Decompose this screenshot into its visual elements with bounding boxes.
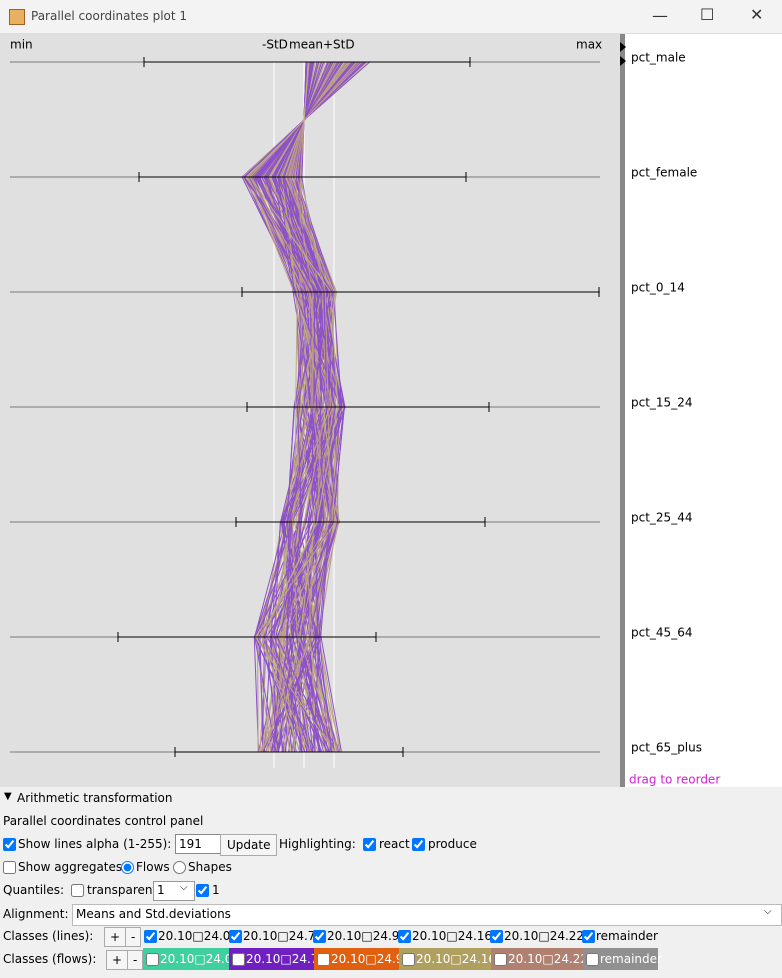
profile-line [272,61,345,753]
remove-class-button[interactable]: - [127,950,144,970]
remove-class-button[interactable]: - [125,927,142,947]
reorder-hint: drag to reorder [629,773,720,787]
class-flow-swatch [399,948,491,970]
update-button[interactable]: Update [220,834,278,856]
header-label: max [576,38,602,52]
class-flow-swatch [143,948,229,970]
quantile-select[interactable] [153,881,195,901]
class-label: 20.10□24.9 [331,952,404,966]
label: Means and Std.deviations [76,907,231,921]
dropdown-arrow: ⌵ [764,906,772,917]
radio-button[interactable] [173,861,186,874]
class-line-checkbox[interactable] [398,930,411,943]
class-line-checkbox[interactable] [582,930,595,943]
profile-lines [241,61,370,753]
title-bar: Parallel coordinates plot 1 — ☐ ✕ [0,0,782,34]
label: alpha (1-255): [86,837,172,851]
class-label: remainder [600,952,662,966]
checkbox[interactable] [412,838,425,851]
add-class-button[interactable]: + [104,927,127,947]
class-label: 20.10□24.0 [160,952,233,966]
class-flow-checkbox[interactable] [494,953,507,966]
checkbox[interactable] [196,884,209,897]
maximize-button[interactable]: ☐ [700,5,715,24]
axis-name: pct_45_64 [631,626,692,640]
label: Show lines [18,837,83,851]
class-label: 20.10□24.7 [246,952,319,966]
axis-names-area [625,33,782,787]
class-line-checkbox[interactable] [313,930,326,943]
profile-line [257,61,323,753]
class-label: 20.10□24.16 [412,929,493,943]
checkbox[interactable] [363,838,376,851]
class-flow-checkbox[interactable] [402,953,415,966]
divider [620,33,625,787]
class-flow-swatch [491,948,583,970]
axis-name: pct_female [631,166,697,180]
class-label: 20.10□24.0 [158,929,231,943]
add-class-button[interactable]: + [106,950,129,970]
label: Show aggregates: [18,860,127,874]
axis-name: pct_15_24 [631,396,692,410]
window-title: Parallel coordinates plot 1 [31,9,188,23]
header-label: -StD [262,38,288,52]
label: Flows [136,860,170,874]
label: 1 [157,883,165,897]
reorder-arrow [620,42,626,66]
class-flow-checkbox[interactable] [232,953,245,966]
class-flow-checkbox[interactable] [317,953,330,966]
profile-line [243,61,346,753]
checkbox[interactable] [3,838,16,851]
minimize-button[interactable]: — [652,6,668,25]
class-label: 20.10□24.22 [504,929,585,943]
profile-line [260,61,327,753]
class-line-checkbox[interactable] [229,930,242,943]
radio-button[interactable] [121,861,134,874]
label: Classes (lines): [3,929,94,943]
label: transparent [87,883,158,897]
label: react [379,837,410,851]
class-label: 20.10□24.7 [243,929,316,943]
close-button[interactable]: ✕ [750,5,764,24]
axis-name: pct_male [631,51,686,65]
class-label: 20.10□24.22 [508,952,589,966]
class-label: 20.10□24.9 [327,929,400,943]
axis-name: pct_0_14 [631,281,685,295]
label: Classes (flows): [3,952,97,966]
class-flow-checkbox[interactable] [586,953,599,966]
label: Highlighting: [279,837,356,851]
axis-name: pct_25_44 [631,511,692,525]
header-label: mean [289,38,323,52]
expand-arrow[interactable]: ▼ [4,791,12,802]
label: produce [428,837,477,851]
class-line-checkbox[interactable] [144,930,157,943]
panel-title: Parallel coordinates control panel [3,814,204,828]
alpha-input[interactable] [175,834,221,854]
label: 1 [212,883,220,897]
checkbox[interactable] [71,884,84,897]
dropdown-arrow: ⌵ [180,882,188,893]
label: Quantiles: [3,883,65,897]
label: Alignment: [3,907,69,921]
label: Shapes [188,860,232,874]
section-title: Arithmetic transformation [17,791,173,805]
class-line-checkbox[interactable] [490,930,503,943]
axis-name: pct_65_plus [631,741,702,755]
class-flow-swatch [229,948,314,970]
profile-line [265,61,332,753]
profile-line [249,61,339,753]
class-label: remainder [596,929,658,943]
app-icon [9,9,25,25]
header-label: +StD [323,38,355,52]
header-label: min [10,38,33,52]
class-flow-checkbox[interactable] [146,953,159,966]
class-flow-swatch [583,948,658,970]
checkbox[interactable] [3,861,16,874]
class-flow-swatch [314,948,399,970]
plot: min -StD mean +StD max pct_male pct_female pct_… [0,33,782,787]
class-label: 20.10□24.16 [416,952,497,966]
